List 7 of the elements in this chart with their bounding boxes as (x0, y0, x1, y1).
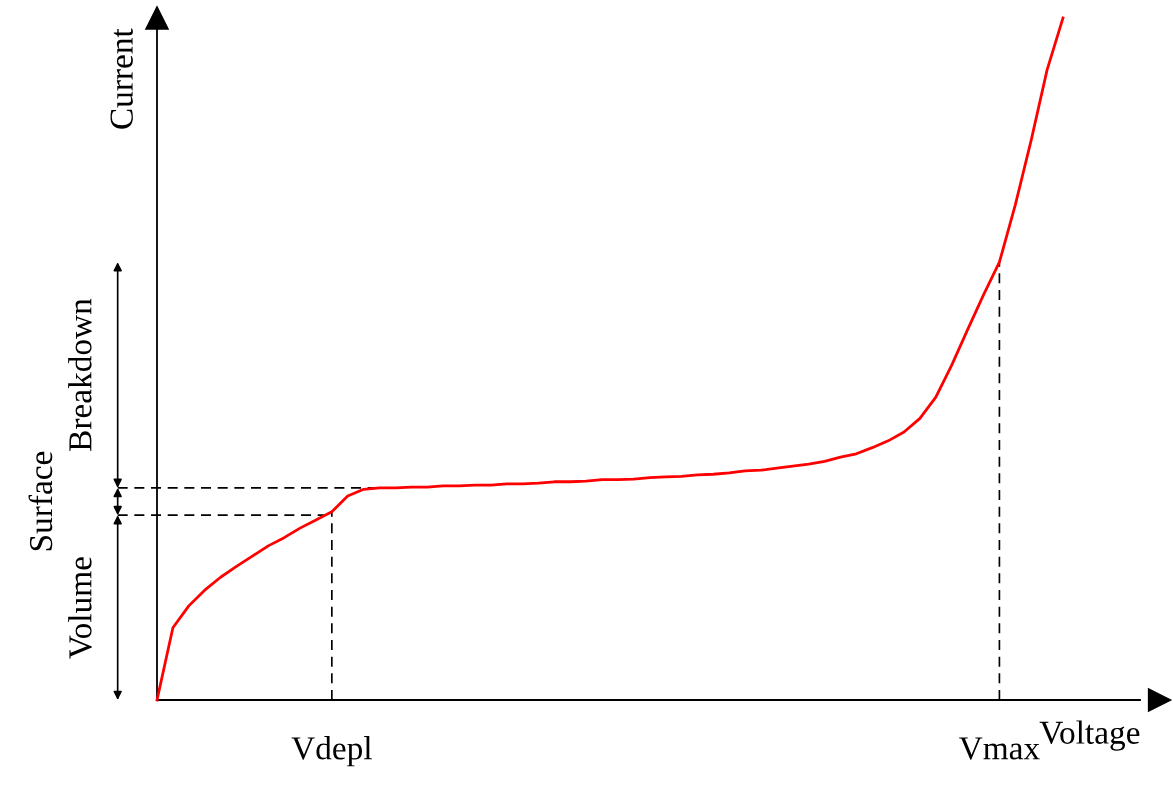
text: Surface (28, 451, 53, 551)
text: Breakdown (68, 298, 92, 451)
y-axis-title: Current (110, 28, 133, 129)
text: Volume (68, 557, 92, 659)
x-axis-title: Voltage (1039, 720, 1140, 751)
x-tick-label: Vmax (959, 737, 1040, 760)
x-tick-label: Vdepl (291, 736, 372, 767)
